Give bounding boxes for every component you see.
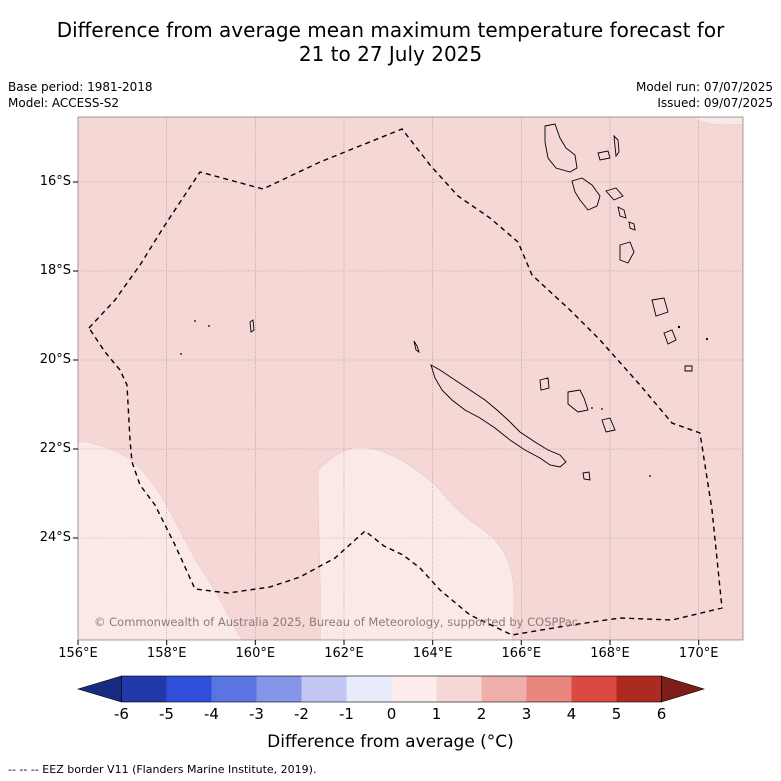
colorbar-swatch [436, 676, 482, 702]
graticule [78, 117, 743, 640]
lon-tick-label: 166°E [501, 646, 542, 661]
colorbar-swatch [616, 676, 662, 702]
lon-tick-label: 156°E [58, 646, 98, 661]
lon-tick-label: 164°E [412, 646, 453, 661]
lon-tick-label: 162°E [324, 646, 364, 661]
issued-text: Issued: 09/07/2025 [657, 96, 773, 110]
colorbar-tick-label: 4 [566, 705, 577, 723]
colorbar-tick-label: 5 [611, 705, 622, 723]
colorbar-swatches [121, 676, 662, 702]
colorbar-swatch [211, 676, 257, 702]
colorbar-tick-label: -1 [339, 705, 354, 723]
title-line-2: 21 to 27 July 2025 [298, 42, 483, 66]
colorbar-swatch [481, 676, 527, 702]
vanuatu-islands [249, 123, 693, 372]
lat-tick-label: 24°S [39, 530, 71, 545]
colorbar-tick-label: 6 [656, 705, 667, 723]
colorbar-swatch [301, 676, 347, 702]
colorbar-swatch [121, 676, 167, 702]
islet-north-nc [413, 340, 420, 354]
colorbar-tick-label: 0 [386, 705, 397, 723]
colorbar-frame [121, 675, 662, 703]
lon-tick-label: 170°E [678, 646, 719, 661]
new-caledonia-island [430, 364, 567, 468]
colorbar-tick-label: -3 [249, 705, 264, 723]
model-run-text: Model run: 07/07/2025 [635, 80, 773, 94]
colorbar-swatch [346, 676, 392, 702]
eez-border [88, 128, 723, 636]
chart-title: Difference from average mean maximum tem… [0, 18, 781, 66]
colorbar-swatch [391, 676, 437, 702]
colorbar-tick-label: -5 [159, 705, 174, 723]
lon-tick-label: 168°E [590, 646, 630, 661]
model-text: Model: ACCESS-S2 [8, 96, 120, 110]
colorbar-tick-label: 3 [521, 705, 532, 723]
lon-tick-label: 158°E [146, 646, 187, 661]
lon-tick-label: 160°E [235, 646, 276, 661]
lat-tick-label: 18°S [39, 263, 71, 278]
colorbar-swatch [571, 676, 617, 702]
colorbar-tick-label: 1 [431, 705, 442, 723]
map-frame [77, 116, 744, 641]
colorbar-low-extend [76, 675, 122, 703]
colorbar-swatch [166, 676, 212, 702]
lat-tick-label: 16°S [39, 174, 71, 189]
anomaly-region-central-light [317, 446, 515, 640]
title-line-1: Difference from average mean maximum tem… [56, 18, 725, 42]
colorbar-tick-label: -4 [204, 705, 219, 723]
lat-tick-label: 22°S [39, 441, 71, 456]
base-period-text: Base period: 1981-2018 [8, 80, 153, 94]
eez-footnote: -- -- -- EEZ border V11 (Flanders Marine… [8, 763, 317, 776]
lat-tick-label: 20°S [39, 352, 71, 367]
colorbar-high-extend [661, 675, 706, 703]
loyalty-islands [539, 377, 616, 481]
colorbar-swatch [256, 676, 302, 702]
colorbar-tick-label: -2 [294, 705, 309, 723]
colorbar-tick-label: -6 [114, 705, 129, 723]
colorbar-tick-label: 2 [476, 705, 487, 723]
colorbar-swatch [526, 676, 572, 702]
small-islets [180, 320, 709, 477]
anomaly-region-ne-light [689, 117, 743, 126]
meta-left: Base period: 1981-2018 Model: ACCESS-S2 [8, 79, 153, 111]
colorbar-title: Difference from average (°C) [267, 732, 514, 752]
copyright-text: © Commonwealth of Australia 2025, Bureau… [94, 615, 578, 629]
meta-right: Model run: 07/07/2025 Issued: 09/07/2025 [636, 79, 773, 111]
axis-ticks [73, 181, 700, 645]
